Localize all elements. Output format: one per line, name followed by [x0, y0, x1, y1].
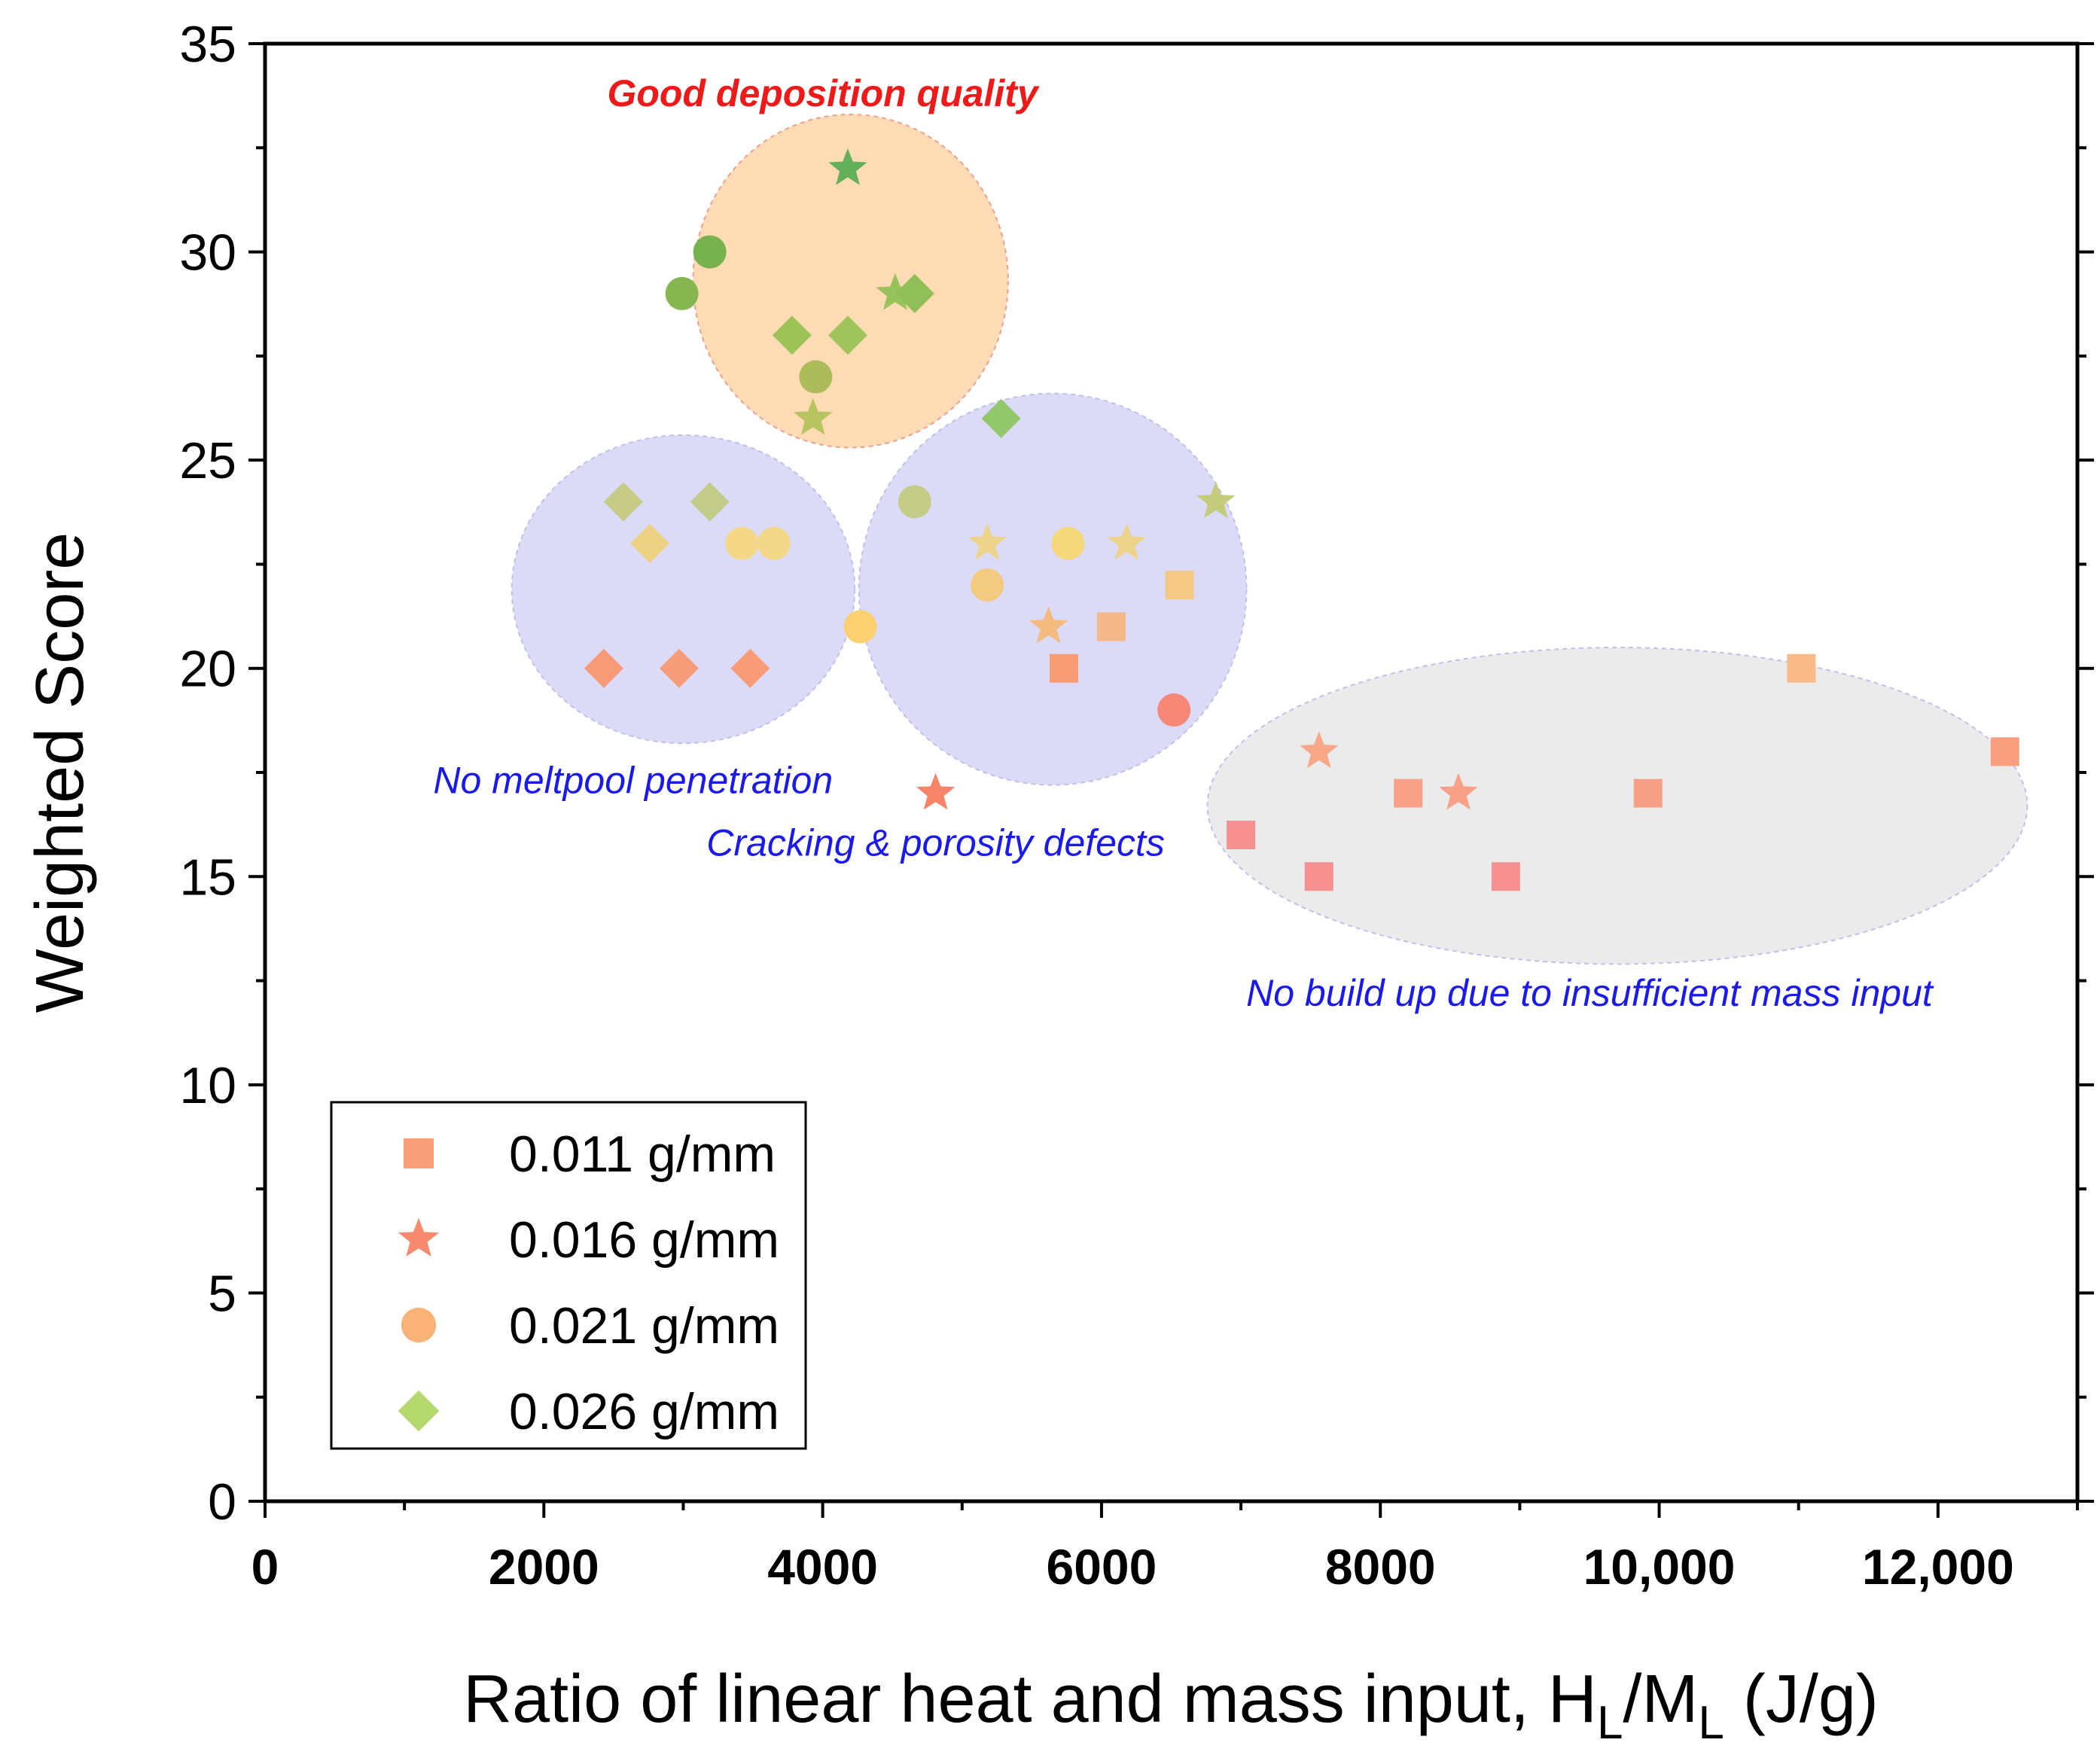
data-point-star-0 — [828, 148, 867, 185]
y-tick-label-30: 30 — [179, 224, 236, 282]
legend-label-0-021-g-mm: 0.021 g/mm — [509, 1297, 779, 1354]
data-point-circle-22 — [843, 610, 877, 644]
legend-marker-square — [404, 1138, 434, 1168]
data-point-circle-16 — [757, 526, 791, 560]
tick-labels: 0 5 10 15 20 25 30 35 0 2000 4000 6000 8000 10,000 12,… — [179, 16, 2013, 1595]
y-tick-label-20: 20 — [179, 641, 236, 698]
x-tick-label-8000: 8000 — [1325, 1539, 1436, 1595]
legend-label-0-016-g-mm: 0.016 g/mm — [509, 1211, 779, 1269]
data-point-square-37 — [1633, 778, 1663, 808]
region-label-good-quality: Good deposition quality — [608, 72, 1040, 114]
data-point-square-36 — [1491, 862, 1520, 891]
data-point-circle-18 — [1051, 526, 1085, 560]
data-point-circle-2 — [665, 276, 699, 310]
y-tick-label-15: 15 — [179, 849, 236, 906]
legend-label-0-011-g-mm: 0.011 g/mm — [509, 1126, 776, 1183]
legend-marker-circle — [401, 1307, 437, 1343]
data-point-diamond-9 — [981, 398, 1021, 438]
data-point-star-30 — [916, 772, 956, 810]
data-point-diamond-4 — [895, 273, 934, 313]
data-point-circle-12 — [898, 485, 931, 519]
data-point-circle-15 — [725, 526, 759, 560]
x-tick-label-10000: 10,000 — [1583, 1539, 1736, 1595]
region-label-cracking: Cracking & porosity defects — [706, 822, 1165, 864]
ticks — [248, 42, 2094, 1518]
data-point-diamond-26 — [659, 648, 699, 688]
region-no-meltpool — [511, 434, 856, 745]
y-tick-label-0: 0 — [208, 1473, 236, 1531]
data-point-square-32 — [1304, 862, 1333, 891]
x-tick-label-2000: 2000 — [489, 1539, 599, 1595]
data-point-circle-1 — [693, 235, 727, 269]
y-axis-title: Weighted Score — [23, 532, 98, 1013]
region-no-buildup — [1206, 647, 2028, 965]
data-point-star-8 — [794, 398, 833, 435]
region-label-no-buildup: No build up due to insufficient mass inp… — [1246, 972, 1934, 1014]
y-tick-label-25: 25 — [179, 432, 236, 489]
legend-marker-diamond — [398, 1390, 440, 1432]
x-tick-label-0: 0 — [251, 1539, 279, 1595]
region-layer — [511, 114, 2028, 965]
region-label-no-meltpool: No meltpool penetration — [433, 760, 833, 802]
data-point-star-13 — [1196, 481, 1236, 519]
data-point-star-35 — [1439, 772, 1478, 810]
data-point-diamond-11 — [690, 482, 730, 522]
data-point-diamond-6 — [828, 315, 867, 355]
x-tick-label-6000: 6000 — [1047, 1539, 1157, 1595]
data-point-square-39 — [1990, 737, 2019, 766]
region-good-quality — [692, 114, 1009, 449]
data-point-square-28 — [1049, 654, 1078, 683]
x-axis-title: Ratio of linear heat and mass input, HL/… — [463, 1662, 1879, 1749]
data-point-diamond-25 — [584, 648, 623, 688]
legend-label-0-026-g-mm: 0.026 g/mm — [509, 1383, 779, 1440]
data-point-star-3 — [876, 273, 915, 310]
data-point-square-34 — [1394, 778, 1423, 808]
data-point-star-33 — [1300, 731, 1339, 769]
y-tick-label-10: 10 — [179, 1057, 236, 1114]
x-tick-label-4000: 4000 — [767, 1539, 878, 1595]
data-point-star-19 — [1107, 523, 1146, 560]
region-label-layer: Good deposition quality No meltpool penet… — [433, 72, 1934, 1014]
legend-marker-star — [398, 1217, 439, 1257]
region-cracking — [858, 392, 1248, 786]
data-point-diamond-5 — [772, 315, 812, 355]
points-layer — [584, 148, 2019, 891]
data-point-circle-29 — [1157, 693, 1191, 727]
data-point-square-31 — [1227, 820, 1256, 849]
y-tick-label-35: 35 — [179, 16, 236, 73]
data-point-diamond-14 — [630, 523, 670, 563]
data-point-circle-20 — [971, 568, 1004, 602]
data-point-square-38 — [1787, 654, 1816, 683]
data-point-diamond-27 — [730, 648, 770, 688]
data-point-square-21 — [1165, 571, 1194, 600]
legend: 0.011 g/mm 0.016 g/mm 0.021 g/mm 0.026 g/mm — [330, 1101, 807, 1450]
data-point-star-23 — [1029, 606, 1068, 644]
data-point-circle-7 — [799, 360, 833, 394]
data-point-diamond-10 — [603, 482, 643, 522]
x-tick-label-12000: 12,000 — [1862, 1539, 2014, 1595]
data-point-square-24 — [1096, 612, 1126, 641]
y-tick-label-5: 5 — [208, 1265, 236, 1322]
data-point-star-17 — [968, 523, 1007, 560]
